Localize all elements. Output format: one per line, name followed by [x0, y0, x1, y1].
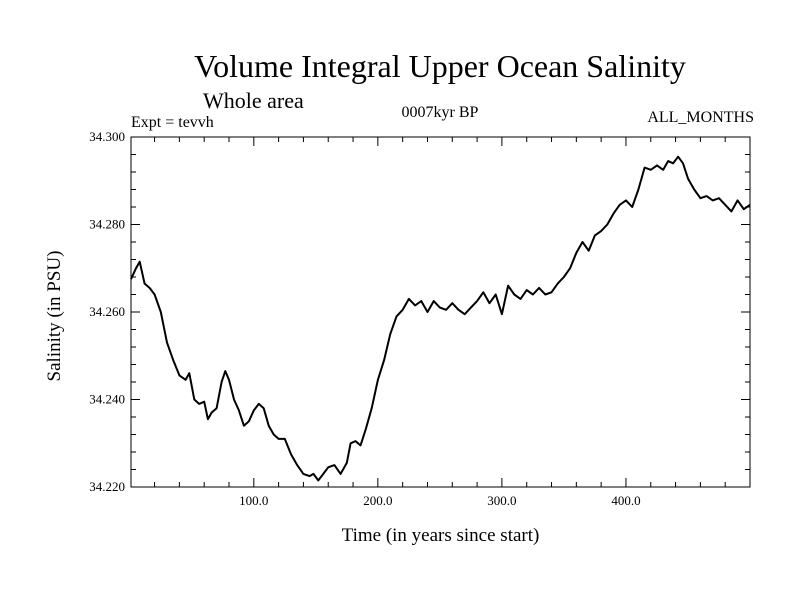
months-label: ALL_MONTHS: [647, 109, 754, 126]
y-tick-label: 34.280: [89, 217, 125, 232]
x-tick-label: 100.0: [239, 493, 268, 508]
salinity-series-line: [130, 155, 751, 482]
tick-labels: 100.0 200.0 300.0 400.0 34.220 34.240 34.260 34…: [89, 129, 640, 508]
x-axis-label: Time (in years since start): [341, 525, 540, 546]
axis-ticks: [131, 137, 750, 487]
chart-subtitle: Whole area: [203, 88, 304, 113]
chart-title: Volume Integral Upper Ocean Salinity: [194, 48, 686, 84]
x-tick-label: 400.0: [611, 493, 640, 508]
experiment-label: Expt = tevvh: [131, 114, 214, 131]
x-tick-label: 300.0: [487, 493, 516, 508]
y-tick-label: 34.260: [89, 304, 125, 319]
y-tick-label: 34.300: [89, 129, 125, 144]
y-tick-label: 34.240: [89, 392, 125, 407]
x-tick-label: 200.0: [363, 493, 392, 508]
plot-frame: [130, 136, 751, 488]
period-label: 0007kyr BP: [401, 104, 479, 121]
y-tick-label: 34.220: [89, 479, 125, 494]
